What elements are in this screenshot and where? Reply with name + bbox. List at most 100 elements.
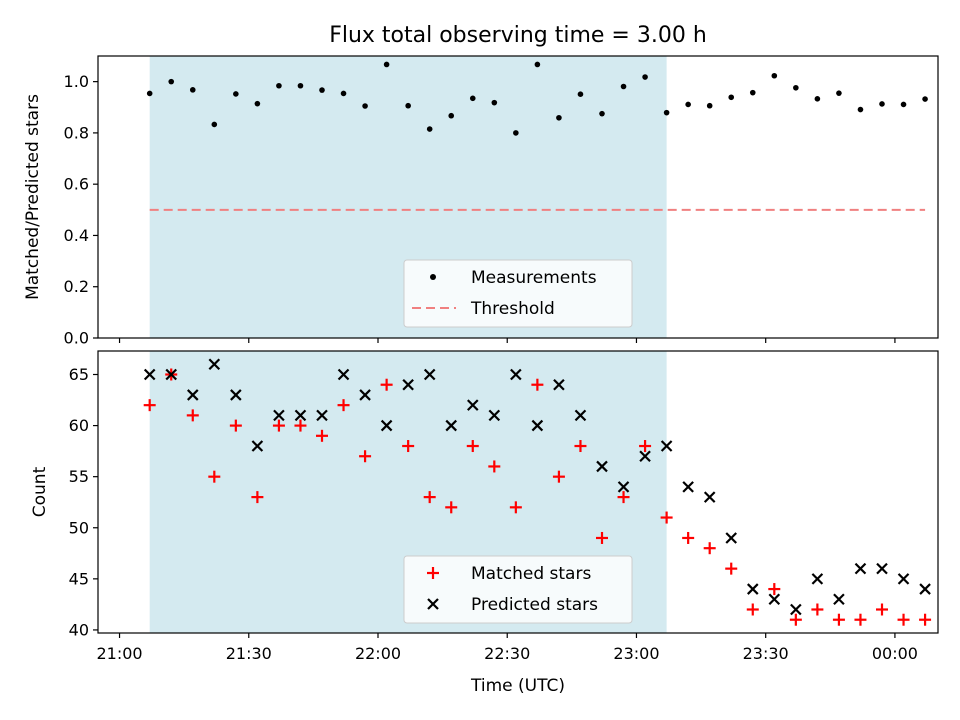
measurement-point [426, 126, 433, 132]
measurement-point [749, 89, 756, 96]
ratio-legend: Measurements Threshold [403, 259, 633, 328]
count-legend: Matched stars Predicted stars [403, 555, 633, 624]
predicted-star-point [531, 419, 544, 432]
count-x-tick-label: 00:00 [872, 644, 918, 663]
predicted-star-point [510, 368, 522, 381]
measurement-point [879, 101, 885, 107]
legend-measurements: Measurements [471, 268, 597, 288]
measurement-point [599, 110, 605, 117]
matched-star-point [488, 460, 501, 473]
count-x-tick-label: 22:00 [355, 644, 401, 663]
measurement-point [211, 121, 218, 128]
predicted-star-point [768, 593, 781, 606]
predicted-star-point [919, 583, 931, 595]
matched-star-point [402, 440, 415, 453]
matched-star-point [919, 613, 932, 626]
ratio-y-tick-label: 0.2 [64, 277, 89, 296]
measurement-point [706, 102, 713, 109]
predicted-star-point [660, 440, 673, 452]
measurement-point [276, 82, 282, 89]
count-y-label: Count [30, 466, 50, 517]
predicted-star-point [574, 409, 587, 422]
count-x-tick-label: 23:00 [613, 644, 659, 663]
legend-predicted-marker [427, 598, 439, 610]
count-x-tick-label: 22:30 [484, 644, 530, 663]
measurement-point [448, 112, 455, 119]
predicted-star-point [208, 358, 221, 371]
count-y-tick-label: 60 [69, 416, 89, 435]
count-y-tick-label: 40 [69, 620, 89, 639]
chart-title: Flux total observing time = 3.00 h [329, 23, 707, 48]
matched-star-point [229, 419, 242, 432]
measurement-point [297, 82, 304, 89]
matched-star-point [854, 613, 867, 626]
count-x-tick-label: 21:30 [226, 644, 272, 663]
measurement-point [900, 101, 907, 108]
matched-star-point [445, 501, 458, 514]
count-panel: 40 45 50 55 60 65 21:00 21:30 22:00 22:30 23:00 23… [30, 350, 939, 696]
count-points [143, 358, 932, 626]
predicted-star-point [682, 481, 694, 493]
matched-star-point [725, 562, 738, 575]
x-axis-label: Time (UTC) [470, 676, 565, 696]
predicted-star-point [876, 562, 888, 575]
measurement-point [340, 90, 347, 97]
count-x-tick-label: 21:00 [96, 644, 142, 663]
matched-star-point [897, 613, 910, 626]
count-x-tick-label: 23:30 [743, 644, 789, 663]
count-y-tick-label: 45 [69, 569, 89, 588]
matched-star-point [143, 399, 156, 412]
predicted-star-point [854, 562, 867, 575]
matched-star-point [531, 378, 544, 391]
measurement-points [146, 61, 928, 136]
predicted-star-point [165, 368, 178, 381]
matched-star-point [789, 613, 802, 626]
predicted-star-point [423, 368, 436, 381]
matched-star-point [682, 531, 695, 544]
measurement-point [642, 74, 648, 80]
predicted-star-point [488, 409, 501, 422]
count-y-tick-label: 65 [69, 365, 89, 384]
matched-star-point [639, 440, 652, 453]
matched-star-point [251, 491, 264, 504]
measurement-point [405, 102, 411, 109]
measurement-point [728, 94, 735, 101]
matched-star-point [574, 440, 587, 453]
matched-star-point [768, 583, 781, 596]
matched-star-point [552, 470, 565, 483]
matched-star-point [337, 399, 350, 412]
predicted-star-point [466, 399, 479, 411]
matched-star-point [876, 603, 888, 616]
matched-star-point [186, 409, 199, 422]
ratio-y-label: Matched/Predicted stars [23, 94, 43, 300]
ratio-y-tick-label: 0.4 [64, 226, 89, 245]
measurement-point [491, 99, 498, 106]
predicted-star-point [337, 368, 350, 381]
predicted-star-point [639, 450, 651, 463]
measurement-point [836, 90, 842, 96]
matched-star-point [359, 450, 372, 463]
matched-star-point [316, 429, 328, 442]
measurement-point [857, 106, 864, 113]
ratio-y-tick-label: 0.0 [64, 329, 89, 348]
legend-measurement-marker [430, 274, 436, 280]
ratio-panel: 0.0 0.2 0.4 0.6 0.8 1.0 Matched/Predicted sta… [23, 55, 939, 348]
measurement-point [254, 100, 261, 107]
measurement-point [513, 130, 519, 136]
matched-star-point [208, 470, 221, 483]
matched-star-point [423, 491, 436, 504]
ratio-x-ticks [118, 338, 896, 343]
count-y-tick-label: 55 [69, 467, 89, 486]
predicted-star-point [230, 389, 242, 401]
measurement-point [620, 83, 627, 90]
ratio-y-tick-label: 0.8 [64, 123, 89, 142]
measurement-point [383, 61, 390, 68]
predicted-star-point [143, 368, 156, 381]
matched-star-point [617, 491, 630, 504]
ratio-axes-frame [97, 55, 939, 339]
measurement-point [793, 84, 799, 91]
measurement-point [534, 61, 541, 68]
measurement-point [469, 95, 476, 102]
predicted-star-point [596, 460, 608, 473]
legend-matched-marker [427, 567, 439, 579]
